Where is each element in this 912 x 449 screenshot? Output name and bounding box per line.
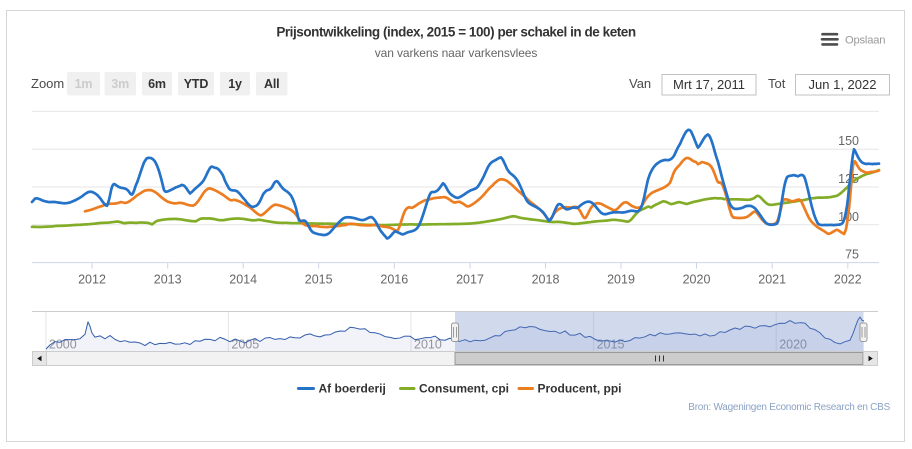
svg-text:1y: 1y bbox=[228, 77, 242, 91]
svg-text:2021: 2021 bbox=[758, 273, 786, 287]
svg-text:150: 150 bbox=[838, 134, 859, 148]
svg-text:2005: 2005 bbox=[231, 338, 259, 352]
svg-text:Zoom: Zoom bbox=[31, 76, 64, 91]
svg-text:Bron: Wageningen Economic Rese: Bron: Wageningen Economic Research en CB… bbox=[688, 402, 890, 413]
svg-text:2020: 2020 bbox=[683, 273, 711, 287]
svg-text:2013: 2013 bbox=[154, 273, 182, 287]
svg-text:Af boerderij: Af boerderij bbox=[319, 382, 386, 396]
svg-text:2010: 2010 bbox=[414, 338, 442, 352]
svg-text:2000: 2000 bbox=[49, 338, 77, 352]
svg-text:125: 125 bbox=[838, 172, 859, 186]
svg-text:6m: 6m bbox=[148, 77, 166, 91]
svg-text:2022: 2022 bbox=[834, 273, 862, 287]
svg-text:2018: 2018 bbox=[532, 273, 560, 287]
svg-text:All: All bbox=[264, 77, 279, 91]
svg-text:Opslaan: Opslaan bbox=[845, 35, 885, 47]
svg-text:Prijsontwikkeling (index, 2015: Prijsontwikkeling (index, 2015 = 100) pe… bbox=[276, 25, 636, 40]
svg-text:Producent, ppi: Producent, ppi bbox=[538, 382, 622, 396]
svg-text:2015: 2015 bbox=[305, 273, 333, 287]
svg-text:Jun 1, 2022: Jun 1, 2022 bbox=[809, 77, 877, 92]
svg-text:2019: 2019 bbox=[607, 273, 635, 287]
svg-text:Consument, cpi: Consument, cpi bbox=[419, 382, 509, 396]
svg-text:2014: 2014 bbox=[229, 273, 257, 287]
svg-text:Van: Van bbox=[629, 76, 651, 91]
svg-text:2012: 2012 bbox=[78, 273, 106, 287]
svg-text:3m: 3m bbox=[111, 77, 129, 91]
svg-text:YTD: YTD bbox=[184, 77, 209, 91]
svg-text:2016: 2016 bbox=[380, 273, 408, 287]
svg-text:2020: 2020 bbox=[779, 338, 807, 352]
svg-text:1m: 1m bbox=[75, 77, 93, 91]
svg-text:Tot: Tot bbox=[768, 76, 786, 91]
svg-text:Mrt 17, 2011: Mrt 17, 2011 bbox=[673, 77, 745, 92]
svg-text:van varkens naar varkensvlees: van varkens naar varkensvlees bbox=[375, 46, 538, 60]
svg-text:2017: 2017 bbox=[456, 273, 484, 287]
svg-text:75: 75 bbox=[845, 248, 859, 262]
